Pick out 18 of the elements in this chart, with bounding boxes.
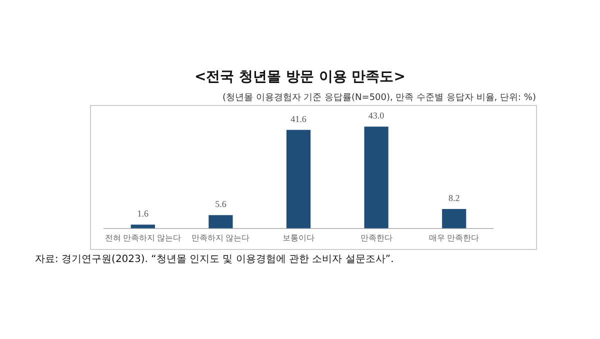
bar [208,215,233,228]
data-label: 41.6 [290,114,307,124]
data-label: 5.6 [215,199,227,209]
bar [286,130,311,228]
data-label: 1.6 [137,208,150,218]
x-tick-label: 매우 만족한다 [429,233,480,242]
chart-title: <전국 청년몰 방문 이용 만족도> [194,68,406,86]
text: 자료: 경기연구원(2023). “청년몰 인지도 및 이용경험에 관한 소비자 설문조사”. [35,253,394,266]
bar [364,126,388,228]
chart-subtitle: (청년몰 이용경험자 기준 응답률(N=500), 만족 수준별 응답자 비율, 단위: %) [222,92,536,104]
bar [130,224,155,228]
x-tick-label: 전혀 만족하지 않는다 [104,233,181,242]
bar [442,208,466,228]
data-label: 43.0 [368,110,385,120]
data-label: 8.2 [448,192,460,203]
x-tick-label: 만족한다 [360,233,392,242]
x-tick-label: 만족하지 않는다 [192,233,250,242]
x-tick-label: 보통이다 [282,233,314,242]
